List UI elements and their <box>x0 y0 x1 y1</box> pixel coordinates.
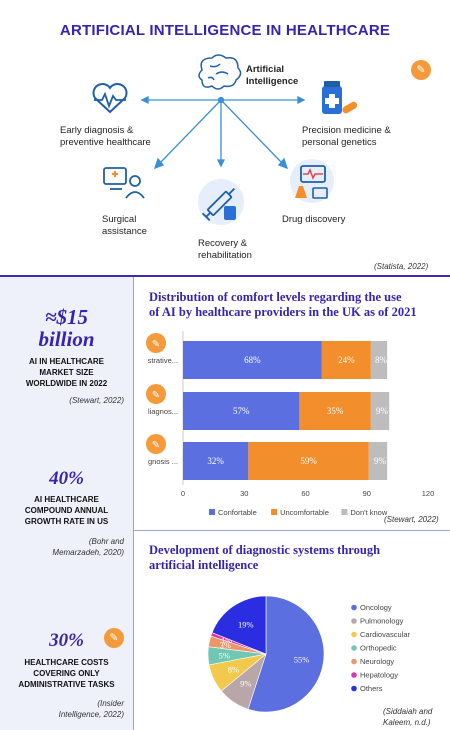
x-tick-label: 90 <box>363 489 371 498</box>
legend-swatch <box>351 685 357 692</box>
pin-glyph: ✎ <box>152 390 160 401</box>
legend-label: Neurology <box>360 657 394 666</box>
legend-swatch <box>351 618 357 624</box>
legend-label: Uncomfortable <box>280 508 329 517</box>
doctor-screen-icon <box>103 167 145 199</box>
pie-data-label: 1% <box>221 635 232 645</box>
bar-segment <box>370 392 390 430</box>
pie-slice <box>247 595 325 713</box>
stat-admin-costs-cite: (Insider Intelligence, 2022) <box>58 699 124 719</box>
node-recovery: Recovery & rehabilitation <box>198 238 252 261</box>
legend-swatch <box>351 672 357 678</box>
legend-swatch <box>209 509 215 515</box>
lab-monitor-icon <box>290 159 334 203</box>
pie-data-label: 8% <box>228 664 239 674</box>
stats-sidebar <box>0 277 133 730</box>
legend-label: Confortable <box>218 508 257 517</box>
legend-swatch <box>341 509 348 515</box>
x-tick-label: 60 <box>301 489 309 498</box>
pie-slice <box>211 595 267 655</box>
bar-segment <box>183 341 322 379</box>
pin-icon-stats[interactable]: ✎ <box>104 628 124 648</box>
bar-segment <box>321 341 371 379</box>
bar-chart-citation: (Stewart, 2022) <box>384 515 439 524</box>
legend-label: Cardiovascular <box>360 630 411 639</box>
bar-chart-title: Distribution of comfort levels regarding… <box>149 290 417 319</box>
node-drug-discovery: Drug discovery <box>282 214 346 225</box>
bar-data-label: 32% <box>207 456 224 466</box>
stat-market-size-desc: AI IN HEALTHCARE MARKET SIZE WORLDWIDE IN … <box>25 357 108 388</box>
pie-chart-citation: (Siddaiah and Kaleem, n.d.) <box>383 707 433 727</box>
stat-admin-costs: 30% <box>49 630 84 651</box>
stat-growth-rate-desc: AI HEALTHCARE COMPOUND ANNUAL GROWTH RATE … <box>24 495 109 526</box>
section-divider <box>0 275 450 277</box>
column-divider <box>133 277 134 730</box>
medicine-icon <box>322 81 358 114</box>
category-label: gnosis ... <box>148 457 178 466</box>
pie-data-label: 19% <box>238 619 254 629</box>
pie-data-label: 3% <box>220 640 231 650</box>
legend-label: Oncology <box>360 603 392 612</box>
bar-segment <box>370 341 388 379</box>
comfort-bar-chart: ✎ strative... 68% 24% 8% ✎ liagnos... 57% 35% 9% ✎… <box>146 331 435 517</box>
legend-label: Others <box>360 684 383 693</box>
page-title: ARTIFICIAL INTELLIGENCE IN HEALTHCARE <box>59 22 391 39</box>
pin-icon <box>146 333 166 353</box>
pin-icon <box>146 434 166 454</box>
pie-chart-title: Development of diagnostic systems throug… <box>149 543 381 572</box>
x-tick-label: 0 <box>181 489 185 498</box>
legend-swatch <box>351 658 357 665</box>
syringe-icon <box>198 179 244 225</box>
ai-hub-diagram <box>140 54 306 170</box>
legend-swatch <box>351 645 357 651</box>
pin-icon <box>146 384 166 404</box>
bar-data-label: 57% <box>233 406 250 416</box>
legend-label: Orthopedic <box>360 644 397 653</box>
bar-data-label: 68% <box>244 355 261 365</box>
bar-segment <box>299 392 371 430</box>
x-tick-label: 30 <box>240 489 248 498</box>
legend-label: Pulmonology <box>360 617 404 626</box>
pie-data-label: 5% <box>219 650 230 660</box>
pie-data-label: 55% <box>294 655 310 665</box>
stat-market-size: ≈$15 billion <box>38 305 95 351</box>
heart-pulse-icon <box>92 83 128 114</box>
node-early-diagnosis: Early diagnosis & preventive healthcare <box>60 125 151 148</box>
ai-center-label: Artificial Intelligence <box>246 64 299 87</box>
bar-segment <box>368 442 388 480</box>
stat-admin-costs-desc: HEALTHCARE COSTS COVERING ONLY ADMINISTRAT… <box>18 658 115 689</box>
stat-market-size-cite: (Stewart, 2022) <box>69 396 124 405</box>
legend-label: Don't know <box>350 508 387 517</box>
pin-glyph: ✎ <box>152 339 160 350</box>
category-label: liagnos... <box>148 407 178 416</box>
chart-divider <box>134 530 450 531</box>
legend-label: Hepatology <box>360 671 398 680</box>
bar-segment <box>248 442 369 480</box>
bar-data-label: 35% <box>327 406 344 416</box>
bar-data-label: 9% <box>376 406 389 416</box>
stat-growth-rate: 40% <box>49 468 84 489</box>
bar-segment <box>183 442 249 480</box>
bar-segment <box>183 392 300 430</box>
stat-growth-rate-cite: (Bohr and Memarzadeh, 2020) <box>52 537 124 557</box>
legend-swatch <box>351 604 357 611</box>
brain-icon <box>198 54 242 90</box>
pie-data-label: 9% <box>240 679 251 689</box>
category-label: strative... <box>148 356 178 365</box>
bar-data-label: 9% <box>374 456 387 466</box>
bar-data-label: 24% <box>338 355 355 365</box>
pin-glyph: ✎ <box>152 440 160 451</box>
node-precision-medicine: Precision medicine & personal genetics <box>302 125 391 148</box>
diagnostic-pie-chart: 55% 9%8% 5%3%1% 19% Oncology Pulmonology Cardi… <box>207 595 411 713</box>
legend-swatch <box>351 631 357 638</box>
bar-data-label: 59% <box>300 456 317 466</box>
hub-citation: (Statista, 2022) <box>374 262 429 271</box>
x-tick-label: 120 <box>422 489 435 498</box>
pin-icon[interactable]: ✎ <box>411 60 431 80</box>
legend-swatch <box>271 509 278 515</box>
node-surgical-assistance: Surgical assistance <box>102 214 147 237</box>
bar-data-label: 8% <box>375 355 388 365</box>
